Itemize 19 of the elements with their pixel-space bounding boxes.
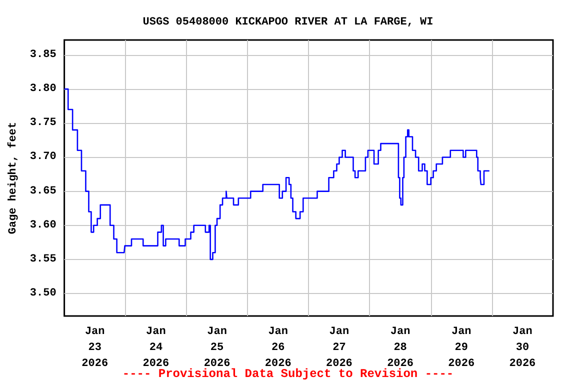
x-tick-label: Jan 29 2026 <box>448 326 475 370</box>
y-tick-label: 3.55 <box>30 253 57 266</box>
text: ---- Provisional Data Subject to Revision ---- <box>122 367 454 381</box>
x-tick-label: Jan 27 2026 <box>326 326 352 370</box>
y-axis-title: Gage height, feet <box>6 122 20 234</box>
y-tick-label: 3.50 <box>30 288 56 300</box>
chart-title: USGS 05408000 KICKAPOO RIVER AT LA FARGE, WI <box>142 16 434 28</box>
x-tick-label: Jan 23 2026 <box>82 326 108 370</box>
x-tick-label: Jan 28 2026 <box>387 326 414 370</box>
y-tick-label: 3.70 <box>30 151 56 164</box>
y-tick-label: 3.80 <box>30 83 56 96</box>
x-tick-label: Jan 26 2026 <box>264 326 292 370</box>
y-tick-label: 3.75 <box>30 117 57 130</box>
x-tick-label: Jan 30 2026 <box>509 326 536 370</box>
y-tick-label: 3.85 <box>30 48 57 61</box>
x-tick-label: Jan 24 2026 <box>142 326 170 370</box>
y-tick-label: 3.60 <box>30 219 56 232</box>
x-tick-label: Jan 25 2026 <box>204 326 230 370</box>
y-tick-label: 3.65 <box>30 185 57 198</box>
